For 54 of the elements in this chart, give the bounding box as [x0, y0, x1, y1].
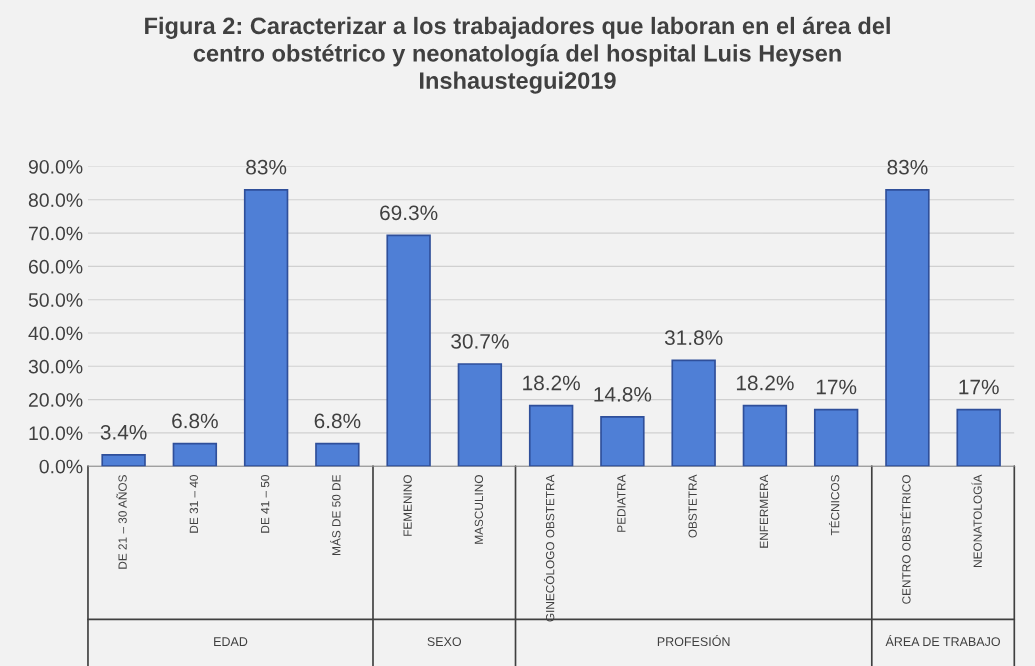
bar [386, 234, 431, 467]
x-tick-label: ENFERMERA [759, 474, 768, 548]
x-tick-label: TÉCNICOS [828, 475, 840, 536]
bar [956, 408, 1001, 467]
bar [528, 404, 574, 467]
y-tick-label: 50.0% [28, 293, 83, 307]
x-tick-label: MÁS DE 50 DE [330, 475, 341, 555]
y-tick-label: 40.0% [28, 326, 83, 341]
x-tick-label: PEDIATRA [617, 474, 626, 532]
y-tick-label: 90.0% [28, 159, 83, 174]
data-label: 83% [887, 159, 928, 175]
y-tick-label: 0.0% [39, 459, 83, 474]
data-label: 18.2% [523, 375, 580, 391]
bar [742, 404, 788, 467]
x-tick-label: OBSTETRA [688, 474, 697, 538]
text: ÁREA DE TRABAJO [885, 635, 1000, 647]
data-label: 14.8% [594, 386, 652, 402]
data-label: 69.3% [380, 205, 438, 221]
chart-title: Figura 2: Caracterizar a los trabajadores que laboran en el área del centro obstétrico y neonatología del hospital Luis Heysen Inshaustegui2019 [145, 16, 890, 94]
x-tick-label: GINECÓLOGO OBSTETRA [543, 474, 555, 622]
y-tick-label: 60.0% [28, 259, 83, 274]
y-tick-label: 30.0% [28, 359, 83, 374]
data-label: 18.2% [736, 375, 794, 391]
data-label: 6.8% [172, 413, 218, 429]
bar [243, 188, 289, 467]
text: EDAD [214, 637, 248, 646]
y-tick-label: 20.0% [28, 393, 83, 407]
text: SEXO [427, 637, 462, 647]
x-tick-label: FEMENINO [403, 475, 412, 536]
data-label: 17% [959, 379, 999, 395]
bar [457, 363, 503, 467]
data-label: 31.8% [664, 330, 723, 346]
data-label: 3.4% [100, 424, 147, 440]
y-tick-label: 80.0% [28, 193, 83, 208]
y-tick-label: 10.0% [29, 426, 83, 441]
bar [885, 188, 930, 467]
data-label: 6.8% [314, 413, 361, 429]
bar [813, 408, 859, 467]
x-tick-label: MASCULINO [474, 475, 484, 544]
bar [600, 416, 645, 467]
data-label: 30.7% [451, 333, 509, 349]
bar [172, 442, 218, 467]
x-tick-label: DE 31 – 40 [189, 474, 199, 533]
data-label: 17% [816, 379, 857, 395]
bar [671, 359, 716, 467]
y-tick-label: 70.0% [28, 226, 83, 241]
data-label: 83% [246, 159, 287, 175]
x-tick-label: DE 21 – 30 AÑOS [116, 475, 127, 569]
x-tick-label: CENTRO OBSTÉTRICO [900, 475, 911, 604]
text: PROFESIÓN [657, 635, 730, 647]
x-tick-label: DE 41 – 50 [260, 474, 270, 533]
x-tick-label: NEONATOLOGÍA [971, 474, 982, 567]
bar [101, 454, 146, 467]
bar [315, 442, 360, 467]
